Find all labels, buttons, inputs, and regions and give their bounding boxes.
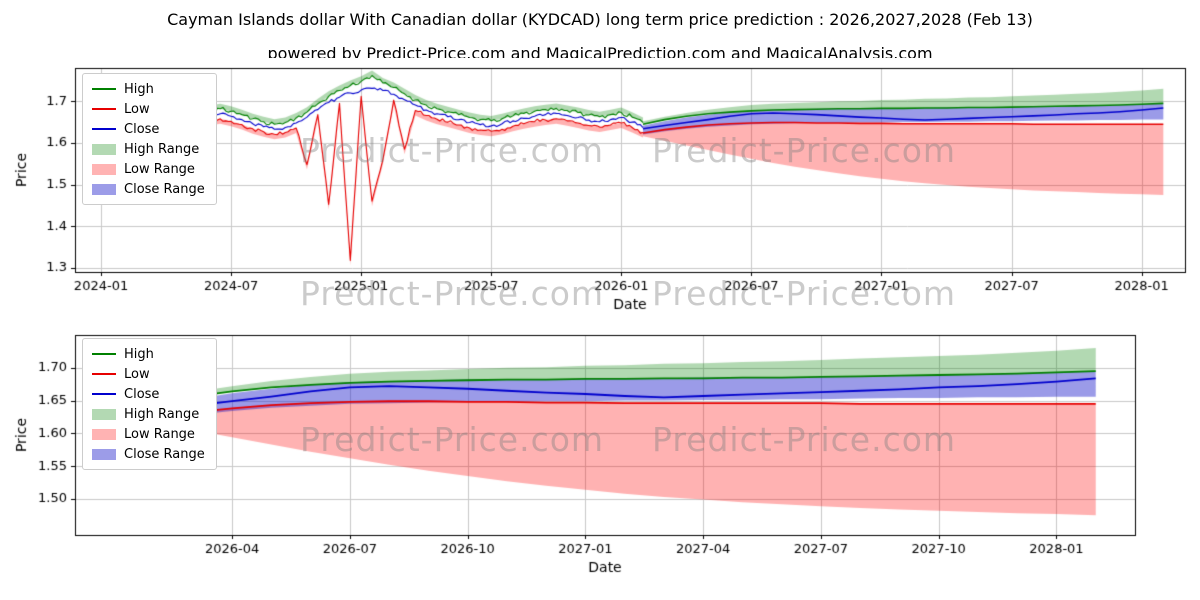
legend-label: Close Range	[124, 181, 205, 197]
legend-item-close: Close	[92, 119, 205, 139]
legend-label: Low Range	[124, 161, 195, 177]
legend-line-swatch	[92, 353, 116, 355]
legend-item-low: Low	[92, 99, 205, 119]
legend-item-high-range: High Range	[92, 404, 205, 424]
legend-item-high: High	[92, 79, 205, 99]
legend-item-high: High	[92, 344, 205, 364]
legend-item-low-range: Low Range	[92, 424, 205, 444]
legend-line-swatch	[92, 128, 116, 130]
legend-patch-swatch	[92, 163, 116, 175]
legend-patch-swatch	[92, 183, 116, 195]
legend-label: Low	[124, 101, 150, 117]
legend-item-close-range: Close Range	[92, 179, 205, 199]
page-title: Cayman Islands dollar With Canadian doll…	[167, 10, 1033, 29]
legend-label: Close Range	[124, 446, 205, 462]
legend-line-swatch	[92, 373, 116, 375]
bottom-chart-legend: High Low Close High Range Low Range Close Ran…	[82, 338, 217, 470]
legend-label: Close	[124, 386, 160, 402]
legend-item-high-range: High Range	[92, 139, 205, 159]
legend-label: High	[124, 81, 154, 97]
legend-label: Low	[124, 366, 150, 382]
legend-item-low-range: Low Range	[92, 159, 205, 179]
legend-label: Low Range	[124, 426, 195, 442]
legend-label: Close	[124, 121, 160, 137]
legend-patch-swatch	[92, 408, 116, 420]
legend-item-close-range: Close Range	[92, 444, 205, 464]
legend-label: High Range	[124, 141, 200, 157]
legend-line-swatch	[92, 393, 116, 395]
legend-patch-swatch	[92, 143, 116, 155]
legend-line-swatch	[92, 88, 116, 90]
legend-patch-swatch	[92, 428, 116, 440]
legend-item-low: Low	[92, 364, 205, 384]
legend-patch-swatch	[92, 448, 116, 460]
legend-label: High Range	[124, 406, 200, 422]
legend-label: High	[124, 346, 154, 362]
legend-item-close: Close	[92, 384, 205, 404]
legend-line-swatch	[92, 108, 116, 110]
top-chart-legend: High Low Close High Range Low Range Close Ran…	[82, 73, 217, 205]
